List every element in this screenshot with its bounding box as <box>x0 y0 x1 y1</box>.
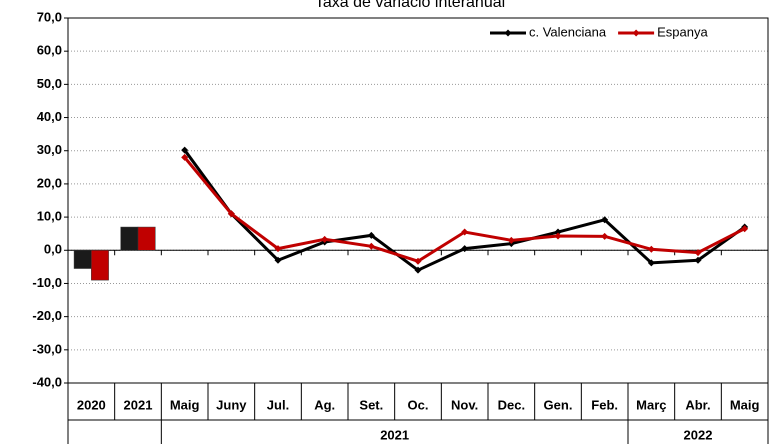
x-tick-label: Feb. <box>591 397 618 412</box>
x-tick-label: Dec. <box>498 397 525 412</box>
x-tick-label: Abr. <box>685 397 710 412</box>
marker <box>461 228 469 236</box>
marker <box>181 153 189 161</box>
x-tick-label: Maig <box>730 397 760 412</box>
x-tick-label: Set. <box>359 397 383 412</box>
y-tick-label: -10,0 <box>32 275 62 290</box>
group-label: 2022 <box>684 427 713 442</box>
y-tick-label: 70,0 <box>37 9 62 24</box>
x-tick-label: Maig <box>170 397 200 412</box>
y-tick-label: 50,0 <box>37 76 62 91</box>
y-tick-label: 10,0 <box>37 209 62 224</box>
marker <box>647 259 655 267</box>
x-tick-label: Jul. <box>267 397 289 412</box>
y-tick-label: -30,0 <box>32 341 62 356</box>
legend-marker <box>632 29 640 37</box>
y-tick-label: 60,0 <box>37 43 62 58</box>
chart-title: Taxa de variació interanual <box>315 0 505 11</box>
marker <box>694 256 702 264</box>
x-tick-label: Oc. <box>408 397 429 412</box>
marker <box>694 249 702 257</box>
x-tick-label: 2020 <box>77 397 106 412</box>
bar <box>73 250 92 269</box>
marker <box>274 245 282 253</box>
marker <box>274 256 282 264</box>
marker <box>227 210 235 218</box>
marker <box>367 242 375 250</box>
marker <box>367 231 375 239</box>
marker <box>554 228 562 236</box>
x-tick-label: 2021 <box>124 397 153 412</box>
y-tick-label: -40,0 <box>32 374 62 389</box>
bar <box>120 226 139 251</box>
marker <box>647 245 655 253</box>
legend-label: c. Valenciana <box>529 24 607 39</box>
bar <box>137 226 156 251</box>
marker <box>181 146 189 154</box>
x-tick-label: Ag. <box>314 397 335 412</box>
marker <box>554 232 562 240</box>
x-tick-label: Juny <box>216 397 247 412</box>
marker <box>601 232 609 240</box>
group-label: 2021 <box>380 427 409 442</box>
bar <box>91 250 109 281</box>
marker <box>414 266 422 274</box>
y-tick-label: 20,0 <box>37 175 62 190</box>
x-tick-label: Gen. <box>544 397 573 412</box>
marker <box>461 245 469 253</box>
y-tick-label: 0,0 <box>44 242 62 257</box>
legend-marker <box>504 29 512 37</box>
x-tick-label: Març <box>636 397 666 412</box>
y-tick-label: 40,0 <box>37 109 62 124</box>
marker <box>741 225 749 233</box>
y-tick-label: -20,0 <box>32 308 62 323</box>
line <box>183 149 746 272</box>
y-tick-label: 30,0 <box>37 142 62 157</box>
plot-frame <box>67 17 769 384</box>
legend-label: Espanya <box>657 24 708 39</box>
marker <box>321 235 329 243</box>
marker <box>601 216 609 224</box>
x-tick-label: Nov. <box>451 397 478 412</box>
marker <box>414 257 422 265</box>
marker <box>507 236 515 244</box>
